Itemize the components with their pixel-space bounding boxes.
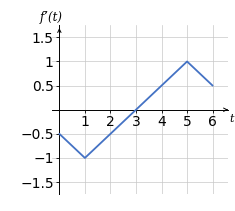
Text: t: t <box>229 114 234 124</box>
Text: f’(t): f’(t) <box>40 11 63 24</box>
